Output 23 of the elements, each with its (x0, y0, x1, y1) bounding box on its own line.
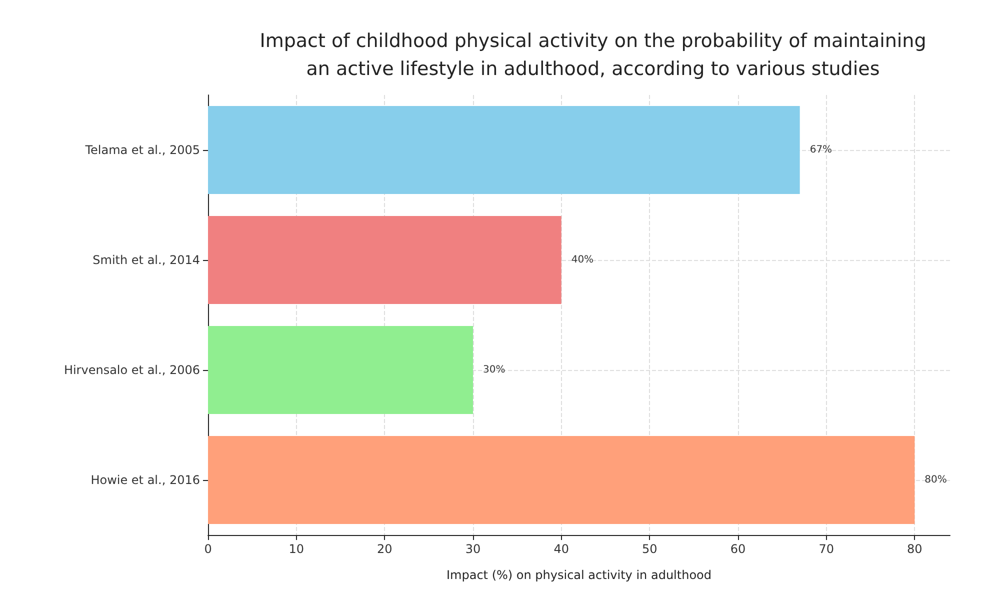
x-tick-label: 60 (730, 542, 746, 556)
x-axis-title: Impact (%) on physical activity in adulthood (446, 568, 712, 582)
x-tick-label: 70 (818, 542, 834, 556)
x-tick-label: 0 (204, 542, 212, 556)
y-tick-label: Howie et al., 2016 (90, 473, 200, 487)
x-tick-label: 30 (465, 542, 481, 556)
y-tick-label: Telama et al., 2005 (84, 143, 200, 157)
data-label: 30% (483, 364, 506, 376)
x-tick-label: 80 (907, 542, 922, 556)
x-tick-label: 20 (377, 542, 392, 556)
y-tick-label: Hirvensalo et al., 2006 (64, 363, 200, 377)
data-label: 67% (810, 144, 832, 156)
bar (208, 106, 800, 194)
bar (208, 436, 915, 524)
y-tick-label: Smith et al., 2014 (92, 253, 200, 267)
x-tick-label: 40 (554, 542, 569, 556)
chart-title: Impact of childhood physical activity on the probability of maintaining an active lifestyle in adulthood, according to various studies (260, 30, 926, 80)
x-tick-label: 50 (642, 542, 658, 556)
data-label: 40% (571, 254, 594, 266)
x-tick-label: 10 (288, 542, 304, 556)
bar (208, 326, 473, 414)
data-label: 80% (924, 474, 947, 486)
bar (208, 216, 562, 304)
